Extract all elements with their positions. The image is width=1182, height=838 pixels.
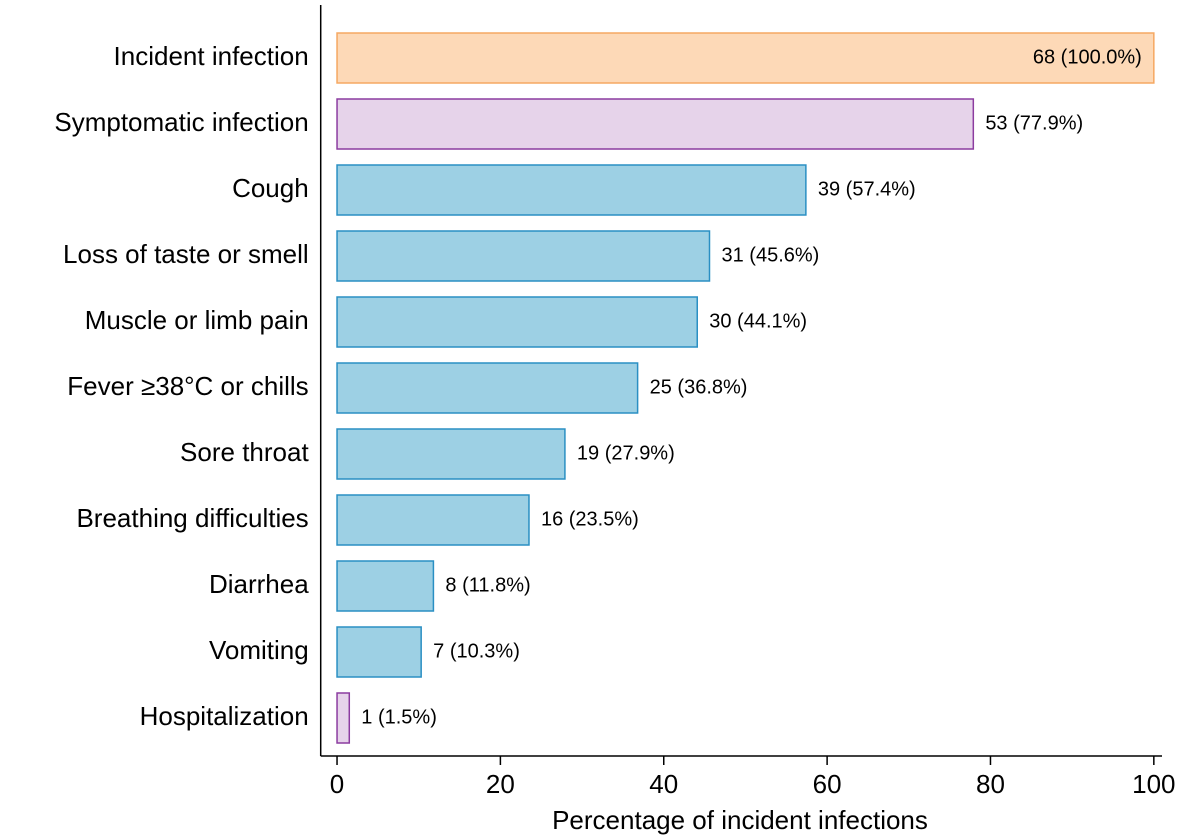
value-label: 68 (100.0%) — [1033, 46, 1142, 68]
y-tick-label: Incident infection — [114, 41, 309, 71]
y-tick-label: Diarrhea — [209, 569, 309, 599]
y-tick-label: Fever ≥38°C or chills — [67, 371, 308, 401]
x-axis-label: Percentage of incident infections — [552, 805, 928, 835]
value-label: 16 (23.5%) — [541, 508, 639, 530]
value-label: 25 (36.8%) — [650, 376, 748, 398]
bar — [336, 362, 639, 414]
bar — [336, 164, 807, 216]
value-label: 31 (45.6%) — [721, 244, 819, 266]
y-tick-label: Cough — [232, 173, 309, 203]
y-tick-label: Sore throat — [180, 437, 309, 467]
bar — [336, 494, 530, 546]
x-tick-label: 20 — [486, 769, 515, 799]
y-tick-label: Loss of taste or smell — [63, 239, 309, 269]
bar — [336, 626, 422, 678]
y-tick-label: Breathing difficulties — [76, 503, 308, 533]
value-label: 7 (10.3%) — [433, 640, 520, 662]
value-label: 39 (57.4%) — [818, 178, 916, 200]
x-tick-label: 60 — [813, 769, 842, 799]
bar — [336, 428, 566, 480]
bar — [336, 32, 1155, 84]
x-tick-label: 80 — [976, 769, 1005, 799]
y-tick-label: Vomiting — [209, 635, 309, 665]
bar — [336, 692, 351, 744]
y-tick-label: Muscle or limb pain — [85, 305, 309, 335]
x-tick-label: 40 — [649, 769, 678, 799]
value-label: 19 (27.9%) — [577, 442, 675, 464]
value-label: 30 (44.1%) — [709, 310, 807, 332]
y-tick-label: Hospitalization — [140, 701, 309, 731]
value-label: 8 (11.8%) — [445, 574, 530, 596]
value-label: 53 (77.9%) — [985, 112, 1083, 134]
x-tick-label: 100 — [1132, 769, 1175, 799]
x-tick-label: 0 — [330, 769, 344, 799]
bar — [336, 98, 975, 150]
y-tick-label: Symptomatic infection — [54, 107, 308, 137]
value-label: 1 (1.5%) — [361, 706, 437, 728]
bar — [336, 560, 435, 612]
bar — [336, 230, 711, 282]
bar — [336, 296, 698, 348]
